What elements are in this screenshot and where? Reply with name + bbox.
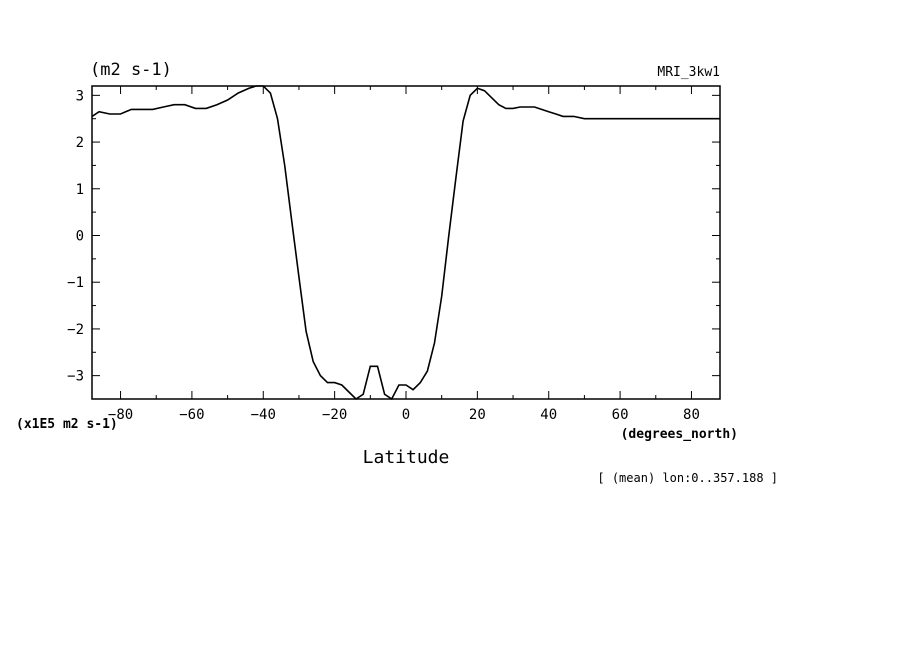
y-tick-label: −1: [67, 275, 84, 291]
x-axis-title: Latitude: [363, 447, 450, 468]
x-tick-label: 0: [402, 407, 410, 423]
x-tick-label: −60: [179, 407, 204, 423]
units-label: (m2 s-1): [90, 60, 172, 80]
y-tick-label: 3: [76, 88, 84, 104]
x-tick-label: 60: [612, 407, 629, 423]
y-tick-label: −3: [67, 369, 84, 385]
series-line: [91, 85, 720, 401]
x-tick-label: −80: [108, 407, 133, 423]
scale-label: (x1E5 m2 s-1): [16, 417, 118, 432]
x-tick-label: 20: [469, 407, 486, 423]
x-tick-label: 40: [540, 407, 557, 423]
subset-label: [ (mean) lon:0..357.188 ]: [597, 471, 778, 485]
x-units-label: (degrees_north): [621, 427, 738, 442]
model-label: MRI_3kw1: [657, 65, 720, 80]
tick-marks-layer: [92, 86, 720, 400]
y-tick-label: 1: [76, 182, 84, 198]
x-tick-label: −40: [251, 407, 276, 423]
x-tick-label: −20: [322, 407, 347, 423]
y-tick-label: −2: [67, 322, 84, 338]
x-tick-label: 80: [683, 407, 700, 423]
tick-labels-layer: −80 −60 −40 −20 0 20 40 60 80 3 2 1 0 −1 −2 −3: [67, 88, 700, 423]
plot-frame: [91, 85, 721, 400]
y-tick-label: 0: [76, 228, 84, 244]
y-tick-label: 2: [76, 135, 84, 151]
